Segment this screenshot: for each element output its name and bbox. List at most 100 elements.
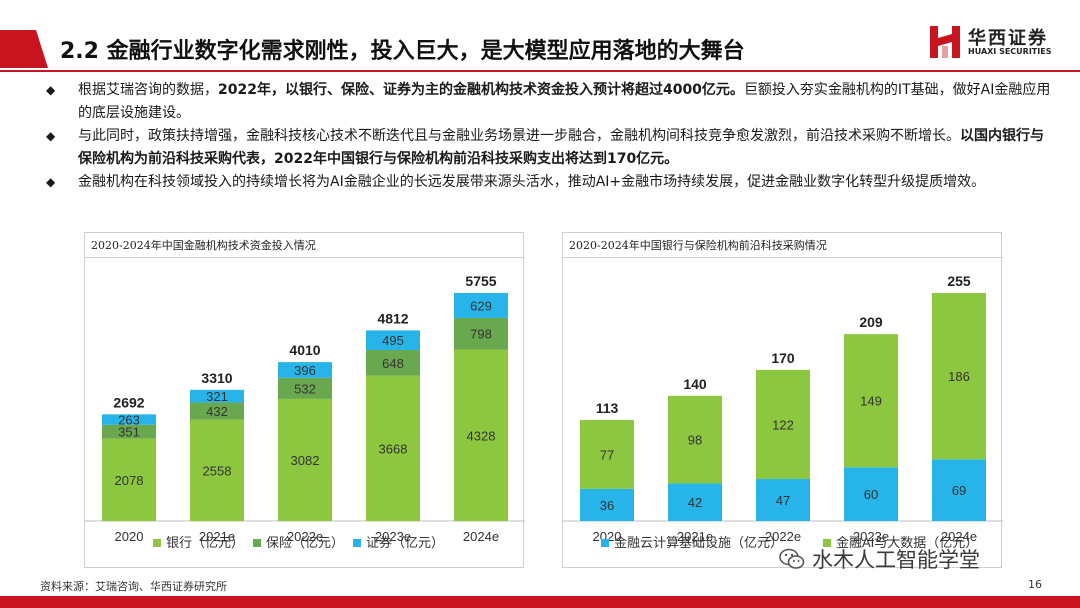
- chart-panel-tech-investment: 2020-2024年中国金融机构技术资金投入情况 2078 351 263 2692 2…: [84, 232, 525, 568]
- logo-chinese-text: 华西证券: [968, 28, 1048, 49]
- bar-value-label: 42: [688, 495, 702, 510]
- bar-total-label: 113: [596, 400, 619, 416]
- bullet-text-run: 巨额投入夯实金融机构的IT基础，做好AI金融应用的底层设施建设。: [78, 82, 1051, 121]
- bar-value-label: 149: [860, 394, 882, 409]
- bar-value-label: 432: [206, 404, 228, 419]
- legend-swatch: [153, 539, 161, 547]
- legend-label: 保险（亿元）: [266, 535, 344, 550]
- bar-segment: [102, 414, 156, 425]
- bar-segment: [366, 350, 420, 376]
- bar-value-label: 263: [118, 413, 140, 428]
- diamond-bullet-icon: ◆: [46, 83, 56, 97]
- bar-segment: [932, 459, 986, 521]
- bar-segment: [190, 389, 244, 403]
- bar-value-label: 648: [382, 356, 404, 371]
- stacked-bar-chart-frontier-procurement: 36 77 113 2020 42 98 140 2021e 47 122 170 2022e 60 14…: [563, 273, 1003, 550]
- source-note: 资料来源：艾瑞咨询、华西证券研究所: [40, 580, 227, 593]
- diamond-bullet-icon: ◆: [46, 129, 56, 143]
- bullet-text-run-bold: 以国内银行与保险机构为前沿科技采购代表，2022年中国银行与保险机构前沿科技采购…: [78, 128, 1044, 167]
- header-divider: [0, 70, 1080, 72]
- category-label: 2024e: [463, 529, 499, 544]
- bar-total-label: 140: [683, 376, 707, 392]
- bar-segment: [454, 293, 508, 318]
- bar-value-label: 36: [600, 498, 614, 513]
- legend-label: 银行（亿元）: [166, 535, 244, 550]
- bar-segment: [756, 478, 810, 521]
- bar-segment: [668, 483, 722, 521]
- bullet-list: ◆ 根据艾瑞咨询的数据，2022年，以银行、保险、证券为主的金融机构技术资金投入…: [46, 79, 1056, 194]
- bar-value-label: 495: [382, 333, 404, 348]
- bar-total-label: 209: [859, 314, 883, 330]
- bar-segment: [932, 293, 986, 460]
- bar-segment: [668, 395, 722, 484]
- page-title: 2.2 金融行业数字化需求刚性，投入巨大，是大模型应用落地的大舞台: [60, 39, 745, 64]
- bar-segment: [278, 377, 332, 399]
- bar-value-label: 69: [952, 483, 966, 498]
- category-label: 2021e: [677, 529, 713, 544]
- bullet-text: 根据艾瑞咨询的数据，2022年，以银行、保险、证券为主的金融机构技术资金投入预计…: [78, 82, 1050, 121]
- legend-swatch: [823, 539, 831, 547]
- bar-segment: [756, 369, 810, 479]
- bullet-item: ◆ 根据艾瑞咨询的数据，2022年，以银行、保险、证券为主的金融机构技术资金投入…: [46, 79, 1056, 125]
- bullet-text-run: 与此同时，政策扶持增强，金融科技核心技术不断迭代且与金融业务场景进一步融合，金融…: [78, 128, 960, 144]
- bar-value-label: 186: [948, 369, 970, 384]
- category-label: 2021e: [199, 529, 235, 544]
- bullet-text: 金融机构在科技领域投入的持续增长将为AI金融企业的长远发展带来源头活水，推动AI…: [78, 174, 985, 190]
- bar-value-label: 60: [864, 487, 878, 502]
- company-logo: 华西证券 HUAXI SECURITIES: [928, 22, 1068, 62]
- bar-value-label: 3668: [379, 441, 408, 456]
- chart-title: 2020-2024年中国金融机构技术资金投入情况: [91, 239, 316, 252]
- legend-swatch: [353, 539, 361, 547]
- bar-segment: [190, 419, 244, 521]
- bar-segment: [454, 349, 508, 521]
- bar-segment: [366, 330, 420, 351]
- footer-bar: [0, 596, 1080, 608]
- bar-value-label: 77: [600, 447, 614, 462]
- legend-label: 金融云计算基础设施（亿元）: [614, 535, 783, 550]
- huaxi-logo-icon: [930, 26, 960, 58]
- bar-total-label: 4812: [377, 310, 408, 326]
- legend-swatch: [601, 539, 609, 547]
- bar-segment: [580, 419, 634, 489]
- bar-segment: [278, 362, 332, 378]
- bar-segment: [454, 317, 508, 350]
- bar-total-label: 255: [947, 273, 971, 289]
- page-number: 16: [1028, 578, 1042, 591]
- bar-value-label: 629: [470, 298, 492, 313]
- legend-label: 金融AI与大数据（亿元）: [836, 535, 978, 550]
- bar-value-label: 98: [688, 433, 702, 448]
- chart-panel-frontier-procurement: 2020-2024年中国银行与保险机构前沿科技采购情况 36 77 113 2020 4…: [562, 232, 1003, 568]
- bar-value-label: 396: [294, 363, 316, 378]
- bar-total-label: 3310: [201, 370, 232, 386]
- wechat-icon: [779, 548, 805, 569]
- bar-value-label: 47: [776, 493, 790, 508]
- bar-segment: [190, 402, 244, 420]
- category-label: 2020: [115, 529, 144, 544]
- legend-swatch: [253, 539, 261, 547]
- watermark-text: 水木人工智能学堂: [812, 548, 980, 572]
- category-label: 2023e: [853, 529, 889, 544]
- bar-total-label: 2692: [113, 394, 144, 410]
- bar-total-label: 5755: [465, 273, 496, 289]
- logo-english-text: HUAXI SECURITIES: [968, 47, 1052, 56]
- bar-value-label: 4328: [467, 428, 496, 443]
- category-label: 2024e: [941, 529, 977, 544]
- bar-value-label: 3082: [291, 453, 320, 468]
- chart-title-rule: [563, 257, 1003, 258]
- diamond-bullet-icon: ◆: [46, 175, 56, 189]
- bar-segment: [102, 424, 156, 439]
- bar-segment: [102, 438, 156, 521]
- bar-segment: [580, 488, 634, 521]
- bar-segment: [844, 334, 898, 468]
- bullet-item: ◆ 金融机构在科技领域投入的持续增长将为AI金融企业的长远发展带来源头活水，推动…: [46, 171, 1056, 194]
- bar-segment: [278, 398, 332, 521]
- category-label: 2022e: [765, 529, 801, 544]
- bullet-text-run: 根据艾瑞咨询的数据，: [78, 82, 218, 98]
- bullet-text-run: 金融机构在科技领域投入的持续增长将为AI金融企业的长远发展带来源头活水，推动AI…: [78, 174, 986, 190]
- bar-total-label: 170: [771, 350, 795, 366]
- watermark: 水木人工智能学堂: [778, 544, 980, 574]
- bar-value-label: 351: [118, 425, 140, 440]
- bar-total-label: 4010: [289, 342, 320, 358]
- chart-title: 2020-2024年中国银行与保险机构前沿科技采购情况: [569, 239, 827, 252]
